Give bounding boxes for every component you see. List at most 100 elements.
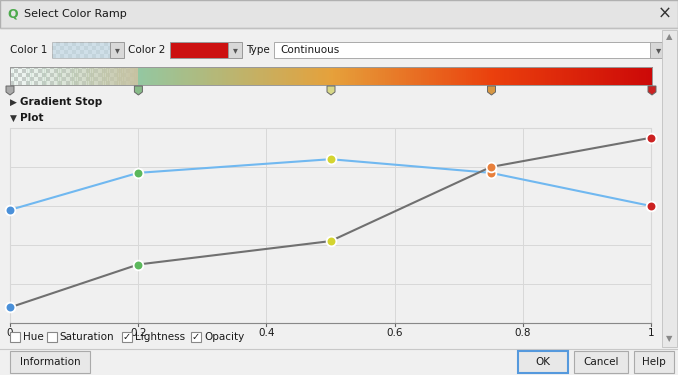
Bar xyxy=(98,67,100,85)
Bar xyxy=(118,73,122,77)
Bar xyxy=(130,67,134,69)
Bar xyxy=(162,77,166,81)
Bar xyxy=(183,67,186,85)
Bar xyxy=(22,77,26,81)
Bar xyxy=(86,73,90,77)
Bar xyxy=(462,73,466,77)
Bar xyxy=(502,81,506,85)
Bar xyxy=(442,81,446,85)
Bar xyxy=(54,69,58,73)
Bar xyxy=(470,73,474,77)
Bar xyxy=(584,67,586,85)
Bar xyxy=(282,67,284,85)
Bar xyxy=(104,46,108,50)
Bar xyxy=(418,67,422,69)
Bar xyxy=(605,67,607,85)
Bar xyxy=(562,77,566,81)
Text: Hue: Hue xyxy=(23,332,44,342)
Bar xyxy=(106,67,110,69)
Bar xyxy=(436,67,439,85)
Bar xyxy=(382,69,386,73)
Bar xyxy=(340,67,342,85)
Bar xyxy=(532,67,535,85)
Bar xyxy=(214,73,218,77)
Bar xyxy=(68,46,72,50)
Bar xyxy=(358,69,362,73)
Bar xyxy=(81,67,83,85)
Bar xyxy=(209,67,212,85)
Bar xyxy=(62,81,66,85)
Bar xyxy=(406,73,410,77)
Bar xyxy=(33,67,36,85)
Bar xyxy=(338,73,342,77)
Bar xyxy=(398,73,402,77)
Bar xyxy=(394,69,398,73)
Bar xyxy=(579,67,582,85)
Bar xyxy=(56,54,60,58)
Bar xyxy=(558,81,562,85)
Bar xyxy=(173,67,176,85)
Bar xyxy=(22,81,26,85)
Bar xyxy=(196,67,199,85)
Bar xyxy=(551,67,554,85)
Bar xyxy=(390,73,394,77)
Bar xyxy=(72,42,76,46)
Bar xyxy=(158,81,162,85)
Bar xyxy=(374,67,378,69)
Bar xyxy=(602,73,606,77)
Bar xyxy=(26,69,30,73)
Bar xyxy=(46,73,50,77)
Bar xyxy=(564,67,567,85)
Bar xyxy=(590,77,594,81)
Bar xyxy=(94,77,98,81)
Bar xyxy=(162,81,166,85)
Bar xyxy=(78,69,82,73)
Bar xyxy=(42,81,46,85)
Bar xyxy=(298,81,302,85)
Bar xyxy=(278,69,282,73)
Bar xyxy=(178,81,182,85)
Bar xyxy=(618,77,622,81)
Bar xyxy=(82,67,86,69)
Bar xyxy=(246,73,250,77)
Bar xyxy=(122,69,126,73)
Bar xyxy=(119,67,122,85)
Bar xyxy=(474,69,478,73)
Bar xyxy=(458,81,462,85)
Bar xyxy=(414,67,418,69)
Bar xyxy=(190,69,194,73)
Bar xyxy=(104,50,108,54)
Bar xyxy=(258,67,262,69)
Bar xyxy=(94,73,98,77)
Bar xyxy=(278,73,282,77)
Bar xyxy=(310,77,314,81)
Bar xyxy=(62,77,66,81)
Bar xyxy=(462,77,466,81)
Bar xyxy=(357,67,359,85)
Bar xyxy=(203,67,205,85)
Bar xyxy=(394,81,398,85)
Bar xyxy=(205,67,207,85)
Bar xyxy=(470,69,474,73)
Bar xyxy=(578,77,582,81)
Bar xyxy=(312,67,315,85)
Bar xyxy=(214,77,218,81)
Bar xyxy=(142,67,146,69)
Bar xyxy=(514,67,518,69)
Bar xyxy=(88,42,92,46)
Bar xyxy=(606,81,610,85)
Bar xyxy=(174,69,178,73)
Bar xyxy=(502,69,506,73)
Bar xyxy=(194,73,198,77)
Bar xyxy=(618,81,622,85)
Bar xyxy=(274,42,650,58)
Bar xyxy=(134,67,137,85)
Bar xyxy=(100,42,104,46)
Bar xyxy=(80,46,84,50)
Text: 0.6: 0.6 xyxy=(386,328,403,338)
Bar xyxy=(118,77,122,81)
Bar xyxy=(181,67,184,85)
Bar xyxy=(514,73,518,77)
Bar xyxy=(550,81,554,85)
Bar xyxy=(262,67,266,69)
